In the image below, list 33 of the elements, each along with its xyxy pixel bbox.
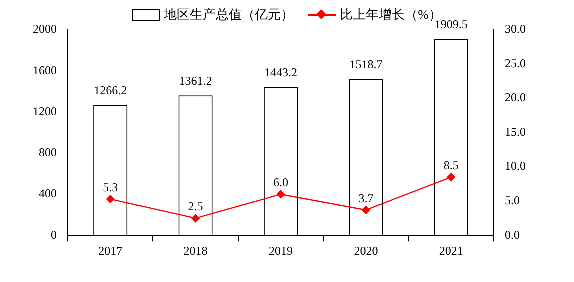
- y2-tick-label: 25.0: [505, 56, 526, 70]
- text: 1266.2: [94, 84, 128, 98]
- y2-tick-label: 20.0: [505, 90, 526, 105]
- point: [362, 206, 370, 214]
- text: 1518.7: [350, 58, 383, 72]
- text: 6.0: [274, 176, 288, 190]
- x-tick-label: 2021: [439, 244, 464, 258]
- text: 8.5: [444, 158, 459, 173]
- y-tick-label: 800: [39, 146, 57, 160]
- x-tick-label: 2020: [354, 244, 378, 258]
- text: 1361.2: [179, 74, 212, 88]
- x-tick-label: 2018: [184, 244, 208, 258]
- text: 3.7: [358, 191, 374, 206]
- y-tick-label: 1200: [33, 104, 57, 118]
- x-tick-label: 2019: [269, 244, 293, 258]
- point: [447, 173, 456, 182]
- text: 5.3: [103, 180, 118, 194]
- y2-tick-label: 15.0: [505, 124, 526, 139]
- text: 2.5: [188, 200, 204, 214]
- text: 1443.2: [264, 65, 298, 80]
- legend-label: 地区生产总值（亿元）: [164, 6, 294, 24]
- y-tick-label: 2000: [33, 22, 57, 36]
- point: [276, 190, 286, 199]
- y2-tick-label: 0.0: [505, 228, 520, 242]
- y2-tick-label: 10.0: [505, 159, 526, 174]
- y-tick-label: 0: [51, 228, 57, 242]
- y2-tick-label: 5.0: [505, 193, 520, 208]
- x-tick-label: 2017: [98, 244, 123, 258]
- y-tick-label: 400: [39, 186, 57, 201]
- y-tick-label: 1600: [33, 63, 57, 78]
- point: [192, 214, 200, 223]
- y2-tick-label: 30.0: [505, 22, 526, 36]
- point: [106, 195, 115, 204]
